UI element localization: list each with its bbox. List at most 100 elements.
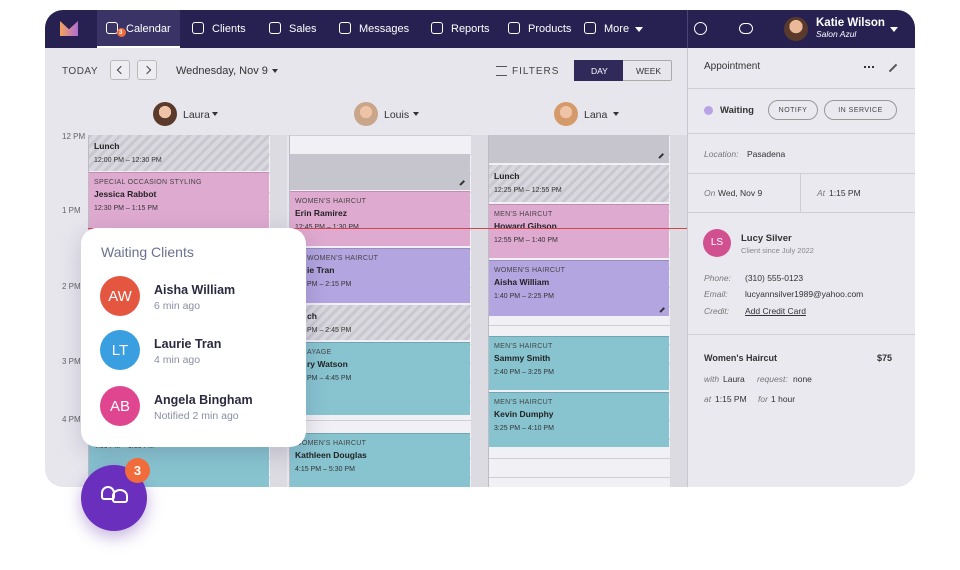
time-label: 2 PM [62, 282, 81, 291]
appointment-service: AYAGE [307, 349, 332, 356]
status: Waiting [720, 105, 754, 116]
next-button[interactable] [137, 60, 157, 80]
client-avatar[interactable] [100, 276, 140, 316]
divider [687, 10, 688, 48]
date-picker[interactable]: Wednesday, Nov 9 [176, 65, 268, 77]
nav-item[interactable]: Reports [451, 23, 490, 35]
appointment-service: WOMEN'S HAIRCUT [307, 255, 379, 262]
appointment[interactable] [489, 336, 669, 390]
action-label[interactable]: IN SERVICE [838, 107, 883, 114]
divider [688, 133, 915, 134]
field-value: (310) 555-0123 [745, 273, 804, 283]
appointment[interactable] [489, 260, 669, 316]
staff-name[interactable]: Louis [384, 109, 410, 121]
appointment[interactable] [290, 342, 470, 415]
settings-icon[interactable] [694, 22, 707, 35]
caret[interactable] [890, 27, 898, 36]
nav-icon [117, 28, 126, 37]
client-initials: AW [108, 288, 132, 305]
divider [688, 334, 915, 335]
action-button[interactable] [768, 100, 818, 120]
more-icon[interactable] [864, 66, 874, 68]
appointment-client: ie Tran [307, 265, 335, 275]
nav-bar [45, 10, 915, 48]
staff-name[interactable]: Lana [584, 109, 608, 121]
panel-title: Appointment [704, 61, 761, 72]
appointment[interactable] [489, 392, 669, 447]
appointment-service: WOMEN'S HAIRCUT [494, 267, 566, 274]
caret [272, 69, 278, 76]
nav-item[interactable]: Clients [212, 23, 246, 35]
client-initials: LS [710, 237, 724, 248]
field-label: Credit: [704, 306, 730, 316]
appointment[interactable] [489, 165, 669, 202]
field-label: Phone: [704, 273, 731, 283]
user-avatar [784, 17, 808, 41]
caret [613, 112, 619, 119]
view-day[interactable]: DAY [591, 66, 608, 76]
appointment-time: 12:55 PM – 1:40 PM [494, 237, 558, 244]
appointment[interactable] [89, 172, 269, 232]
client-name[interactable]: Aisha William [154, 283, 236, 297]
appointment[interactable] [290, 433, 470, 487]
chat-icon[interactable] [739, 23, 753, 34]
detail-panel [687, 48, 915, 487]
user-name[interactable]: Katie Wilson [816, 17, 885, 29]
nav-item[interactable]: Calendar [126, 23, 171, 35]
appointment[interactable] [489, 204, 669, 258]
nav-icon [508, 22, 520, 34]
appointment-time: 3:25 PM – 4:10 PM [494, 425, 554, 432]
caret [635, 27, 643, 36]
appointment-client: Aisha William [494, 277, 550, 287]
popup-title: Waiting Clients [101, 244, 194, 260]
filters-button[interactable]: FILTERS [512, 66, 560, 77]
appointment-client: Kathleen Douglas [295, 450, 367, 460]
client-name[interactable]: Laurie Tran [154, 337, 222, 351]
nav-item[interactable]: More [604, 23, 630, 35]
appointment-client: Jessica Rabbot [94, 189, 157, 199]
field-value: Wed, Nov 9 [718, 188, 763, 198]
field-label: Location: [704, 149, 739, 159]
field-value: 1 hour [771, 394, 796, 404]
nav-item[interactable]: Sales [289, 23, 317, 35]
nav-icon [584, 22, 596, 34]
nav-item[interactable]: Messages [359, 23, 410, 35]
add-credit-card-link[interactable]: Add Credit Card [745, 306, 806, 316]
nav-icon [269, 22, 281, 34]
appointment-client: ch [307, 311, 317, 321]
client-name[interactable]: Angela Bingham [154, 393, 253, 407]
prev-button[interactable] [110, 60, 130, 80]
client-avatar[interactable] [100, 386, 140, 426]
appointment-time: PM – 4:45 PM [307, 375, 352, 382]
staff-avatar [153, 102, 177, 126]
appointment-service: WOMEN'S HAIRCUT [295, 198, 367, 205]
action-button[interactable] [824, 100, 897, 120]
appointment-service: MEN'S HAIRCUT [494, 399, 553, 406]
caret [212, 112, 218, 119]
user-salon: Salon Azul [816, 29, 857, 39]
status-dot [704, 106, 713, 115]
nav-icon [339, 22, 351, 34]
field-label: with [704, 374, 720, 384]
divider [688, 173, 915, 174]
nav-icon [106, 22, 118, 34]
view-active [574, 60, 623, 81]
appointment[interactable] [89, 135, 269, 171]
appointment-service: SPECIAL OCCASION STYLING [94, 179, 202, 186]
appointment[interactable] [290, 305, 470, 340]
nav-item[interactable]: Products [528, 23, 572, 35]
field-label: At [817, 188, 826, 198]
client-name[interactable]: Lucy Silver [741, 233, 792, 244]
view-week[interactable]: WEEK [636, 66, 662, 76]
appointment[interactable] [290, 191, 470, 246]
appointment[interactable] [290, 248, 470, 303]
appointment-client: ry Watson [307, 359, 348, 369]
today-button[interactable]: TODAY [62, 66, 99, 77]
staff-name[interactable]: Laura [183, 109, 210, 121]
action-label[interactable]: NOTIFY [778, 107, 808, 114]
field-value: Laura [723, 374, 745, 384]
time-label: 12 PM [62, 132, 86, 141]
column-border [488, 135, 489, 487]
client-avatar[interactable] [100, 330, 140, 370]
